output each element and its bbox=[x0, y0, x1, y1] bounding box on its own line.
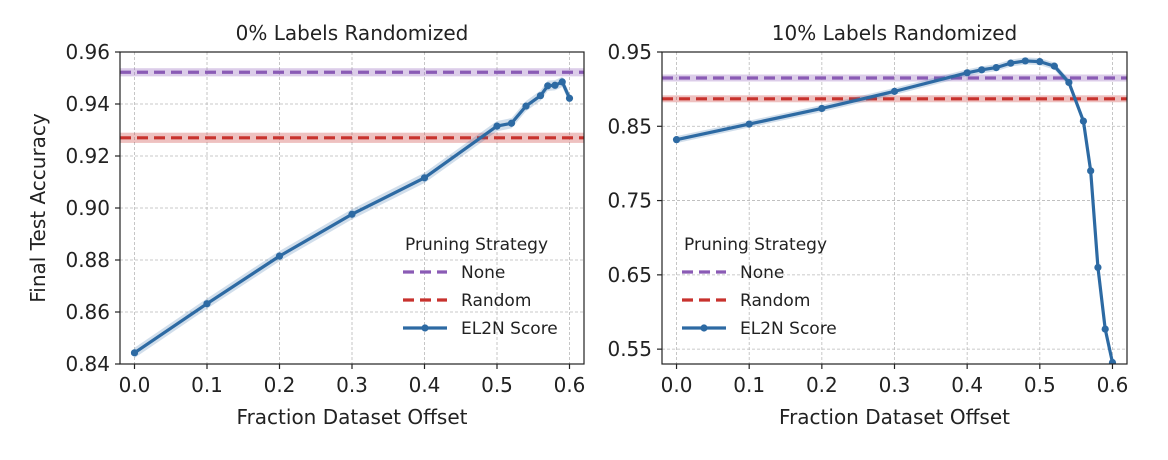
series-point bbox=[1108, 358, 1117, 364]
series-point bbox=[536, 92, 545, 100]
y-tick-label: 0.86 bbox=[65, 300, 110, 324]
chart-title: 0% Labels Randomized bbox=[236, 21, 469, 45]
y-tick-label: 0.84 bbox=[65, 352, 110, 376]
series-point bbox=[493, 122, 501, 130]
hline-band-random bbox=[662, 95, 1127, 103]
legend-entry: EL2N Score bbox=[740, 319, 837, 339]
legend: Pruning Strategy None Random EL2N Score bbox=[682, 235, 837, 339]
x-tick-label: 0.0 bbox=[119, 373, 151, 397]
x-tick-label: 0.3 bbox=[879, 373, 911, 397]
y-tick-label: 0.92 bbox=[65, 144, 110, 168]
series-point bbox=[992, 64, 1000, 72]
x-tick-label: 0.5 bbox=[1024, 373, 1056, 397]
series-point bbox=[1094, 263, 1102, 272]
series-point bbox=[963, 69, 971, 77]
series-point bbox=[672, 136, 681, 144]
x-tick-label: 0.4 bbox=[409, 373, 441, 397]
x-tick-label: 0.3 bbox=[336, 373, 368, 397]
x-tick-label: 0.2 bbox=[806, 373, 838, 397]
series-point bbox=[818, 104, 826, 113]
series-point bbox=[420, 174, 429, 182]
x-axis-label: Fraction Dataset Offset bbox=[779, 405, 1010, 429]
series-point bbox=[745, 120, 753, 128]
legend-title: Pruning Strategy bbox=[684, 235, 827, 255]
series-point bbox=[275, 252, 284, 260]
series-point bbox=[1079, 117, 1088, 125]
legend-entry: None bbox=[740, 263, 784, 283]
legend-title: Pruning Strategy bbox=[405, 235, 548, 255]
series-point bbox=[978, 66, 986, 74]
series-point bbox=[522, 102, 530, 110]
legend-swatch-marker bbox=[421, 324, 429, 332]
series-point bbox=[348, 210, 356, 218]
series-point bbox=[1036, 58, 1044, 66]
series-point bbox=[890, 87, 899, 95]
x-tick-label: 0.6 bbox=[1097, 373, 1129, 397]
legend-swatch-marker bbox=[700, 324, 708, 332]
series-point bbox=[1050, 62, 1058, 70]
chart-1: 0.0 0.1 0.2 0.3 0.4 0.5 0.6 0.84 0.86 0.88 0.90 0.9… bbox=[26, 21, 585, 429]
y-tick-label: 0.94 bbox=[65, 92, 110, 116]
series-point bbox=[551, 81, 559, 89]
x-tick-label: 0.6 bbox=[554, 373, 586, 397]
series-point bbox=[1021, 57, 1029, 65]
y-tick-label: 0.96 bbox=[65, 40, 110, 64]
series-point bbox=[507, 119, 516, 127]
x-tick-label: 0.2 bbox=[264, 373, 296, 397]
legend-entry: Random bbox=[461, 291, 531, 311]
y-tick-label: 0.55 bbox=[607, 337, 652, 361]
series-point bbox=[1065, 78, 1073, 87]
hline-band-none bbox=[662, 74, 1127, 82]
x-tick-label: 0.0 bbox=[661, 373, 693, 397]
y-tick-label: 0.85 bbox=[607, 114, 652, 138]
y-axis-label: Final Test Accuracy bbox=[26, 113, 50, 303]
legend-entry: None bbox=[461, 263, 505, 283]
plot-area bbox=[120, 68, 584, 358]
legend-entry: Random bbox=[740, 291, 810, 311]
series-point bbox=[565, 94, 574, 102]
series-point bbox=[1101, 325, 1109, 333]
x-axis-label: Fraction Dataset Offset bbox=[237, 405, 468, 429]
y-tick-label: 0.65 bbox=[607, 263, 652, 287]
series-point bbox=[544, 82, 552, 90]
y-tick-label: 0.95 bbox=[607, 40, 652, 64]
legend-entry: EL2N Score bbox=[461, 319, 558, 339]
chart-title: 10% Labels Randomized bbox=[772, 21, 1017, 45]
x-tick-label: 0.1 bbox=[733, 373, 765, 397]
y-tick-label: 0.90 bbox=[65, 196, 110, 220]
series-point bbox=[203, 300, 211, 308]
series-point bbox=[1007, 59, 1015, 67]
series-point bbox=[1087, 167, 1095, 175]
x-tick-label: 0.1 bbox=[191, 373, 223, 397]
x-tick-label: 0.5 bbox=[481, 373, 513, 397]
chart-2: 0.0 0.1 0.2 0.3 0.4 0.5 0.6 0.55 0.65 0.75 0.85 0.9… bbox=[607, 21, 1128, 429]
plot-area bbox=[662, 57, 1127, 364]
y-tick-label: 0.75 bbox=[607, 189, 652, 213]
x-tick-label: 0.4 bbox=[951, 373, 983, 397]
y-tick-label: 0.88 bbox=[65, 248, 110, 272]
legend: Pruning Strategy None Random EL2N Score bbox=[403, 235, 558, 339]
series-point bbox=[558, 78, 566, 86]
series-point bbox=[130, 349, 139, 357]
